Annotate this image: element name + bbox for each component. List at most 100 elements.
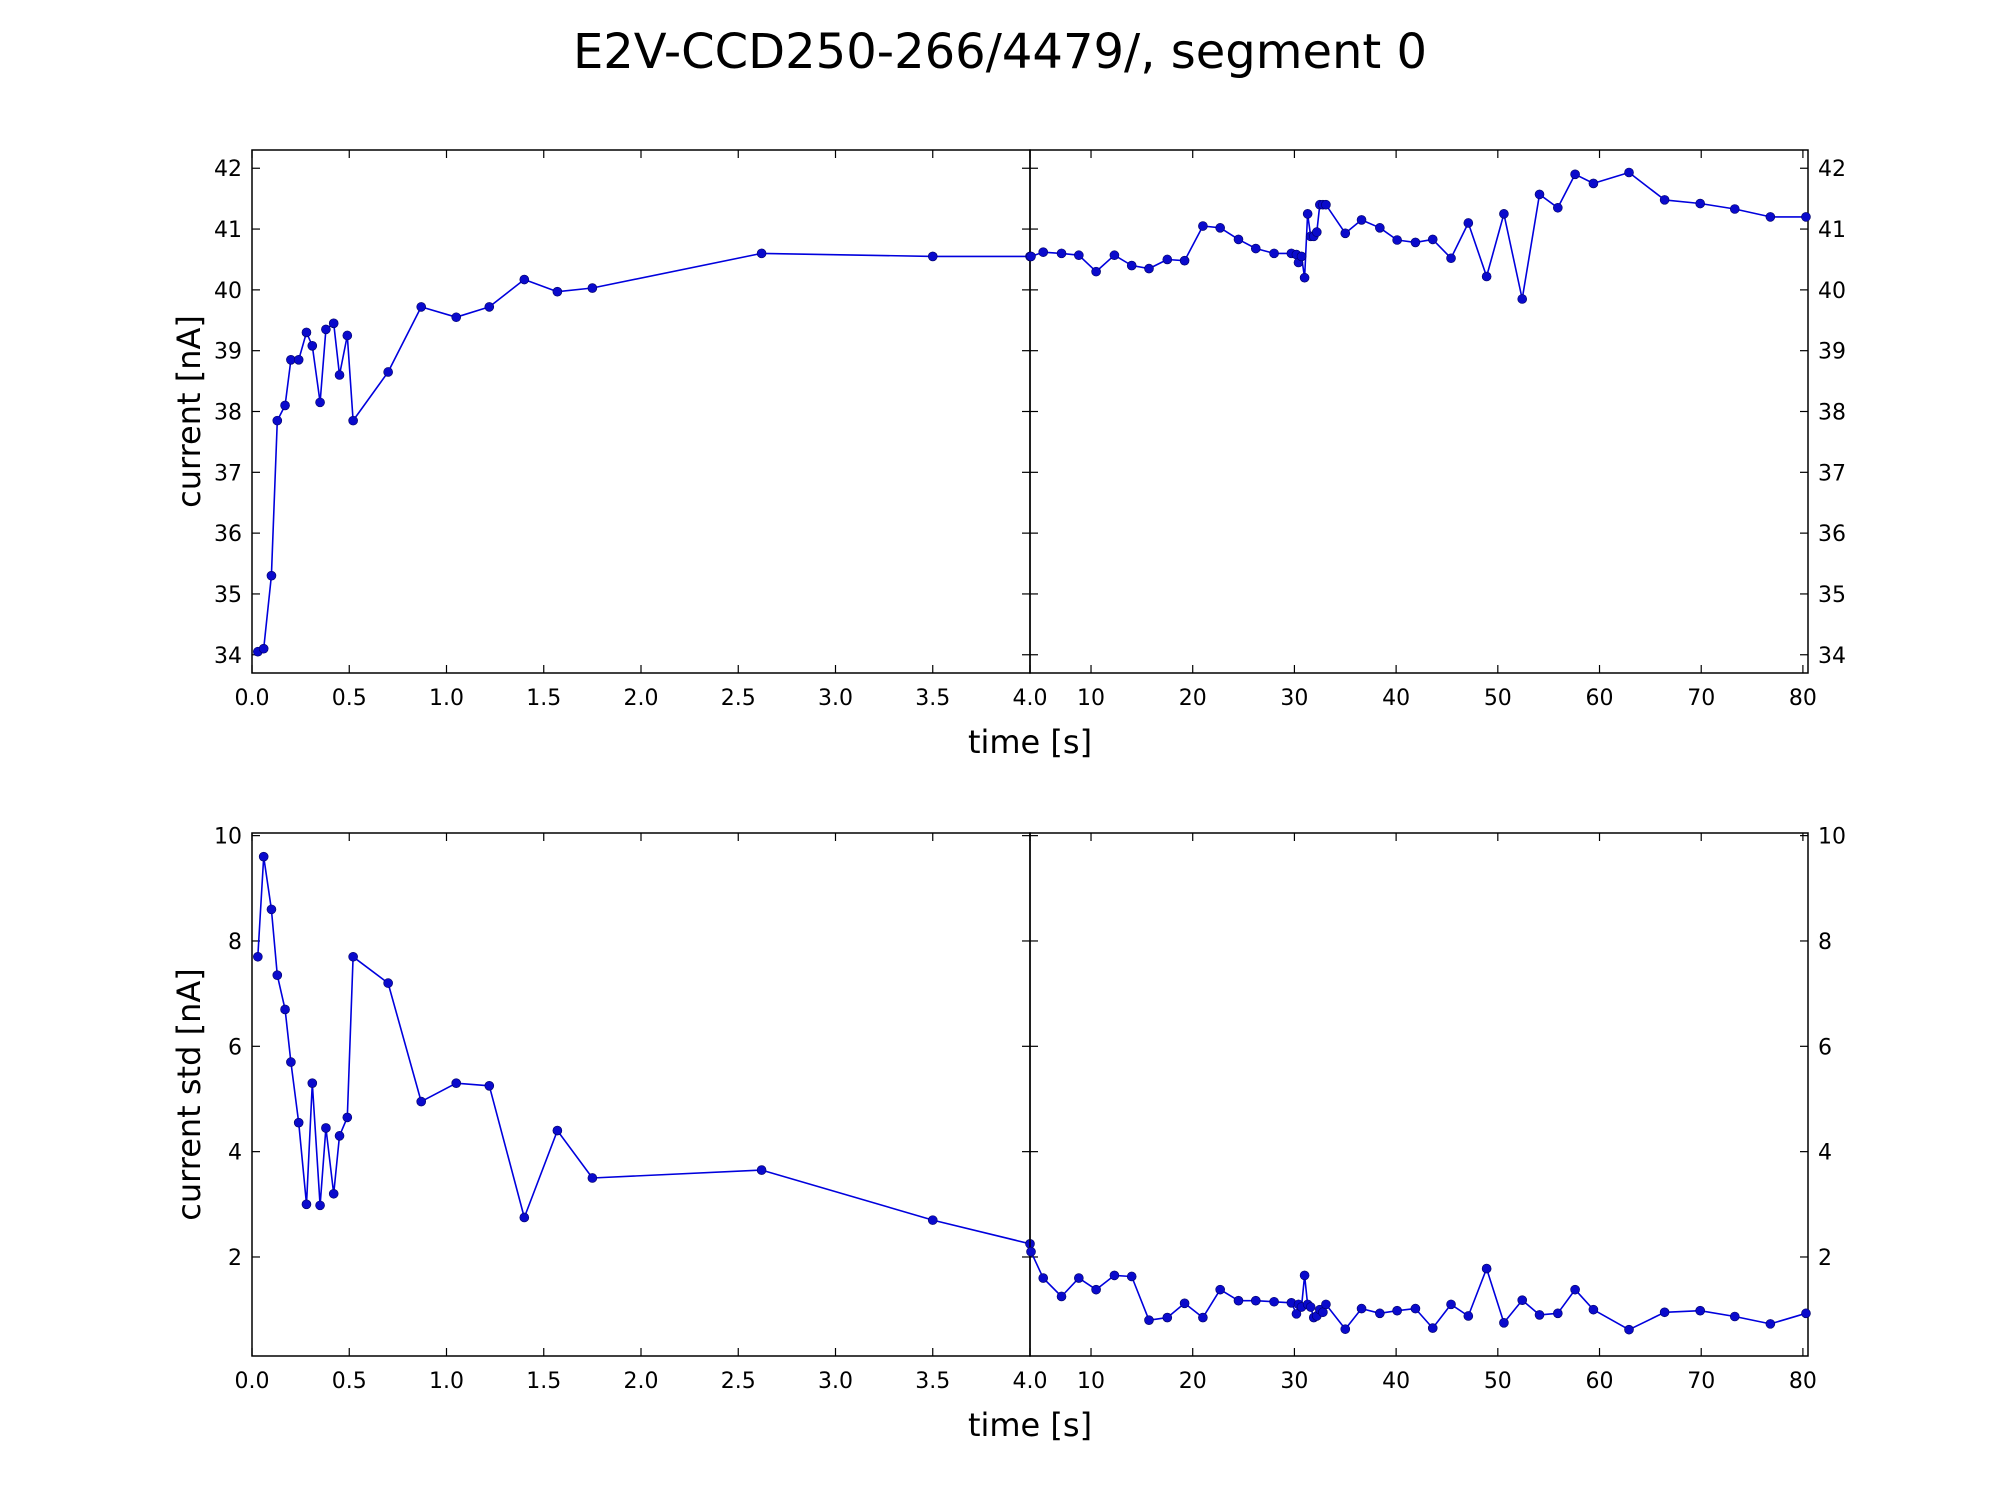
data-point bbox=[1233, 1295, 1244, 1306]
x-tick-label: 4.0 bbox=[1013, 686, 1048, 711]
x-tick-label: 80 bbox=[1789, 1369, 1817, 1394]
y-tick-label: 42 bbox=[214, 157, 242, 182]
data-point bbox=[1305, 1302, 1316, 1312]
data-point bbox=[927, 251, 938, 262]
data-point bbox=[1056, 1291, 1067, 1302]
data-point bbox=[383, 367, 393, 377]
data-point bbox=[272, 970, 283, 981]
x-tick-label: 0.5 bbox=[332, 686, 367, 711]
y-tick-label: 4 bbox=[1818, 1141, 1832, 1166]
data-point bbox=[927, 1215, 938, 1225]
data-point bbox=[280, 1004, 290, 1015]
data-point bbox=[1250, 243, 1261, 254]
data-point bbox=[587, 283, 598, 293]
data-point bbox=[756, 248, 767, 259]
data-point bbox=[1233, 234, 1244, 245]
data-point bbox=[1427, 234, 1438, 245]
data-point bbox=[1091, 1284, 1101, 1295]
x-tick-label: 70 bbox=[1687, 686, 1715, 711]
x-tick-label: 30 bbox=[1280, 686, 1308, 711]
data-point bbox=[1356, 1303, 1367, 1314]
x-tick-label: 3.0 bbox=[818, 1369, 853, 1394]
data-point bbox=[1269, 248, 1279, 259]
data-point bbox=[293, 355, 304, 365]
x-tick-label: 4.0 bbox=[1013, 1369, 1048, 1394]
data-point bbox=[1570, 1284, 1580, 1295]
y-tick-label: 38 bbox=[214, 401, 242, 426]
chart-title: E2V-CCD250-266/4479/, segment 0 bbox=[573, 24, 1427, 80]
y-tick-label: 2 bbox=[1818, 1246, 1832, 1271]
y-tick-label: 37 bbox=[1818, 461, 1846, 486]
data-point bbox=[1624, 1324, 1634, 1335]
data-point bbox=[1392, 235, 1402, 245]
data-point bbox=[315, 1200, 325, 1211]
data-point bbox=[1198, 221, 1208, 231]
data-point bbox=[1321, 199, 1331, 210]
data-point bbox=[1553, 202, 1563, 213]
data-point bbox=[342, 330, 353, 341]
data-point bbox=[266, 570, 277, 581]
data-point bbox=[756, 1165, 767, 1175]
data-point bbox=[416, 302, 427, 312]
data-point bbox=[1765, 212, 1776, 222]
data-point bbox=[315, 397, 325, 408]
data-point bbox=[1446, 253, 1456, 264]
data-point bbox=[1302, 209, 1313, 219]
data-point bbox=[1340, 228, 1351, 239]
data-point bbox=[1517, 1295, 1528, 1305]
data-point bbox=[1179, 1298, 1190, 1309]
data-point bbox=[1375, 223, 1385, 233]
data-point bbox=[286, 1057, 296, 1067]
data-point bbox=[328, 318, 339, 329]
x-tick-label: 0.0 bbox=[235, 686, 270, 711]
y-tick-label: 41 bbox=[1818, 218, 1846, 243]
x-tick-label: 30 bbox=[1280, 1369, 1308, 1394]
x-tick-label: 40 bbox=[1382, 1369, 1410, 1394]
data-point bbox=[1356, 215, 1367, 225]
y-axis-title: current [nA] bbox=[170, 315, 208, 508]
data-point bbox=[1588, 1304, 1599, 1315]
data-point bbox=[334, 1131, 345, 1141]
y-tick-label: 40 bbox=[1818, 279, 1846, 304]
data-point bbox=[451, 312, 462, 323]
data-point bbox=[301, 1199, 312, 1210]
x-tick-label: 50 bbox=[1484, 1369, 1512, 1394]
data-point bbox=[321, 324, 331, 335]
x-tick-label: 2.5 bbox=[721, 686, 756, 711]
x-tick-label: 3.0 bbox=[818, 686, 853, 711]
data-point bbox=[484, 1081, 495, 1091]
data-point bbox=[321, 1123, 331, 1133]
x-tick-label: 40 bbox=[1382, 686, 1410, 711]
data-point bbox=[1463, 1311, 1474, 1321]
data-point bbox=[253, 951, 263, 962]
data-point bbox=[1144, 263, 1154, 274]
data-point bbox=[1026, 251, 1036, 262]
data-point bbox=[1729, 204, 1740, 214]
data-point bbox=[1410, 237, 1421, 248]
data-point bbox=[1375, 1308, 1385, 1319]
x-tick-label: 1.5 bbox=[526, 1369, 561, 1394]
data-point bbox=[1215, 223, 1225, 233]
data-point bbox=[293, 1117, 304, 1128]
data-point bbox=[1162, 254, 1173, 265]
x-axis-title: time [s] bbox=[968, 1406, 1092, 1444]
y-tick-label: 41 bbox=[214, 218, 242, 243]
data-point bbox=[1340, 1324, 1351, 1334]
y-tick-label: 38 bbox=[1818, 401, 1846, 426]
x-axis-title: time [s] bbox=[968, 723, 1092, 761]
data-point bbox=[1296, 251, 1307, 262]
x-tick-label: 70 bbox=[1687, 1369, 1715, 1394]
data-point bbox=[1410, 1303, 1421, 1314]
y-tick-label: 42 bbox=[1818, 157, 1846, 182]
y-tick-label: 8 bbox=[228, 930, 242, 955]
data-point bbox=[1534, 189, 1545, 200]
data-point bbox=[1198, 1312, 1208, 1323]
data-point bbox=[1269, 1296, 1279, 1307]
data-point bbox=[334, 370, 345, 380]
panel-top-left: 0.0 0.5 1.0 1.5 2.0 2.5 3.0 3.5 34 35 36 37 38 39 40 41… bbox=[170, 149, 1092, 761]
data-point bbox=[1074, 1273, 1084, 1283]
data-point bbox=[519, 1212, 530, 1223]
data-point bbox=[416, 1096, 427, 1107]
